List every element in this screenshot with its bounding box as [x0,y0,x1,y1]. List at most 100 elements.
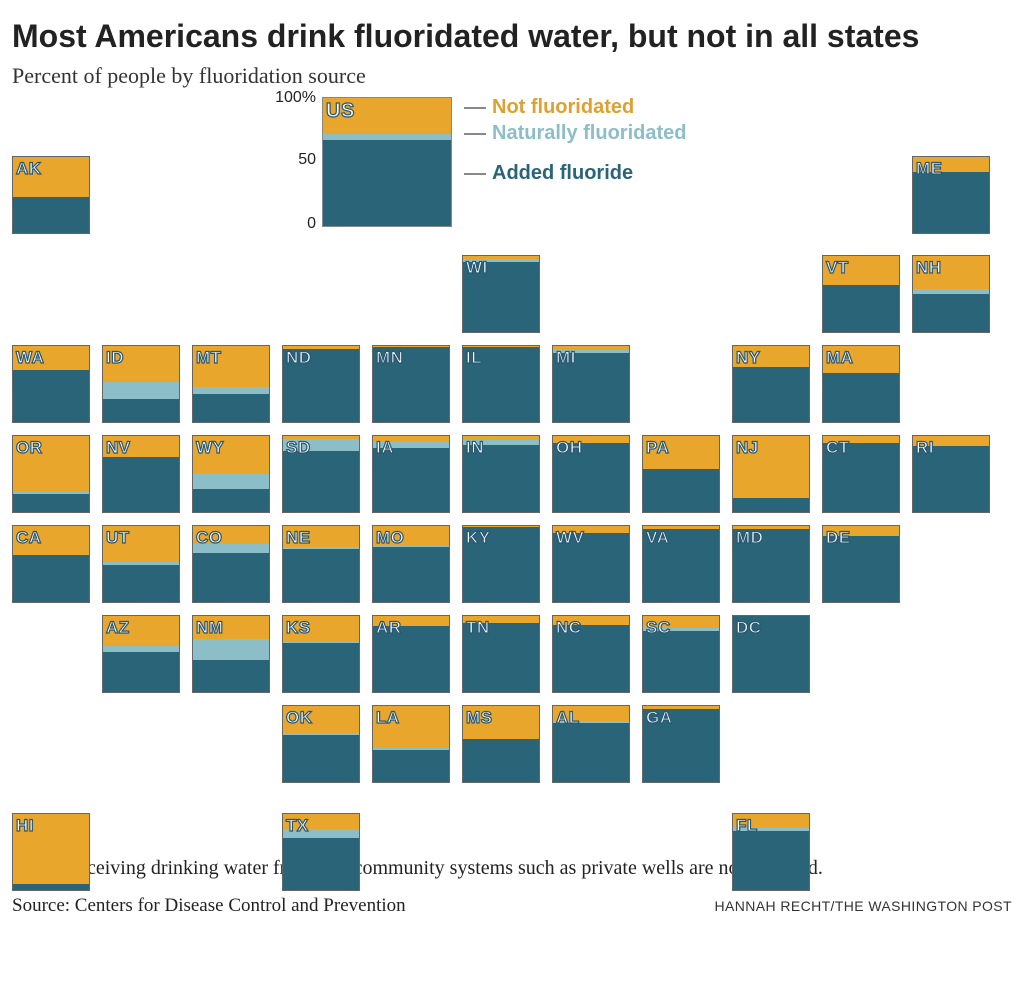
state-label: MS [466,708,493,728]
state-cell-ar: AR [372,615,450,693]
state-cell-mi: MI [552,345,630,423]
state-cell-ut: UT [102,525,180,603]
chart-area: 100% 50 0 US Not fluoridated Naturally f… [12,101,1012,841]
state-label: MO [376,528,404,548]
state-cell-mo: MO [372,525,450,603]
state-cell-la: LA [372,705,450,783]
state-label: IN [466,438,484,458]
state-cell-nm: NM [192,615,270,693]
state-label: DC [736,618,762,638]
legend: Not fluoridated Naturally fluoridated Ad… [464,95,686,187]
state-cell-nj: NJ [732,435,810,513]
state-cell-sd: SD [282,435,360,513]
state-cell-tx: TX [282,813,360,891]
state-cell-nv: NV [102,435,180,513]
state-cell-ky: KY [462,525,540,603]
state-cell-pa: PA [642,435,720,513]
state-label: OR [16,438,43,458]
state-label: AZ [106,618,130,638]
state-cell-md: MD [732,525,810,603]
state-cell-sc: SC [642,615,720,693]
state-label: NV [106,438,131,458]
state-label: VT [826,258,849,278]
legend-added: Added fluoride [492,162,633,185]
state-label: NM [196,618,223,638]
state-label: WY [196,438,224,458]
state-label: TX [286,816,309,836]
state-cell-wy: WY [192,435,270,513]
state-label: WV [556,528,584,548]
state-label: LA [376,708,400,728]
state-label: IL [466,348,482,368]
state-label: UT [106,528,130,548]
state-label: CT [826,438,850,458]
state-cell-al: AL [552,705,630,783]
state-cell-ks: KS [282,615,360,693]
state-label: NC [556,618,582,638]
us-y-axis: 100% 50 0 [234,97,320,227]
state-cell-nc: NC [552,615,630,693]
state-label: ND [286,348,312,368]
axis-tick-0: 0 [307,215,316,233]
state-cell-fl: FL [732,813,810,891]
state-label: PA [646,438,669,458]
state-label: CO [196,528,223,548]
legend-not-fluoridated: Not fluoridated [492,96,634,119]
state-cell-hi: HI [12,813,90,891]
credit: HANNAH RECHT/THE WASHINGTON POST [715,898,1012,914]
state-cell-in: IN [462,435,540,513]
state-cell-va: VA [642,525,720,603]
state-cell-ms: MS [462,705,540,783]
state-label: FL [736,816,758,836]
state-label: RI [916,438,934,458]
state-cell-co: CO [192,525,270,603]
state-label: MN [376,348,403,368]
state-cell-tn: TN [462,615,540,693]
state-label: AL [556,708,580,728]
state-label: WA [16,348,44,368]
state-label: MT [196,348,222,368]
state-cell-me: ME [912,156,990,234]
chart-title: Most Americans drink fluoridated water, … [12,18,1012,55]
state-label: ID [106,348,124,368]
state-cell-ne: NE [282,525,360,603]
state-cell-ct: CT [822,435,900,513]
chart-subtitle: Percent of people by fluoridation source [12,63,1012,89]
state-label: MI [556,348,576,368]
state-label: NH [916,258,942,278]
state-cell-nd: ND [282,345,360,423]
state-cell-ny: NY [732,345,810,423]
state-cell-ga: GA [642,705,720,783]
state-label: KY [466,528,491,548]
state-cell-ma: MA [822,345,900,423]
footnote: People receiving drinking water from non… [12,855,1012,881]
state-cell-mn: MN [372,345,450,423]
state-label: AK [16,159,42,179]
state-label: NY [736,348,761,368]
state-label: SD [286,438,311,458]
state-cell-ia: IA [372,435,450,513]
state-cell-oh: OH [552,435,630,513]
state-label: HI [16,816,34,836]
state-cell-il: IL [462,345,540,423]
state-label: OH [556,438,583,458]
state-label: DE [826,528,851,548]
source: Source: Centers for Disease Control and … [12,895,406,917]
axis-tick-50: 50 [298,151,316,169]
state-cell-vt: VT [822,255,900,333]
state-cell-wa: WA [12,345,90,423]
state-cell-ca: CA [12,525,90,603]
us-label: US [326,100,355,123]
state-label: NJ [736,438,759,458]
us-bar: US [322,97,452,227]
state-label: SC [646,618,671,638]
state-label: AR [376,618,402,638]
state-label: IA [376,438,394,458]
state-cell-or: OR [12,435,90,513]
state-cell-az: AZ [102,615,180,693]
state-cell-de: DE [822,525,900,603]
state-label: GA [646,708,673,728]
state-label: CA [16,528,42,548]
state-label: NE [286,528,311,548]
state-label: WI [466,258,488,278]
